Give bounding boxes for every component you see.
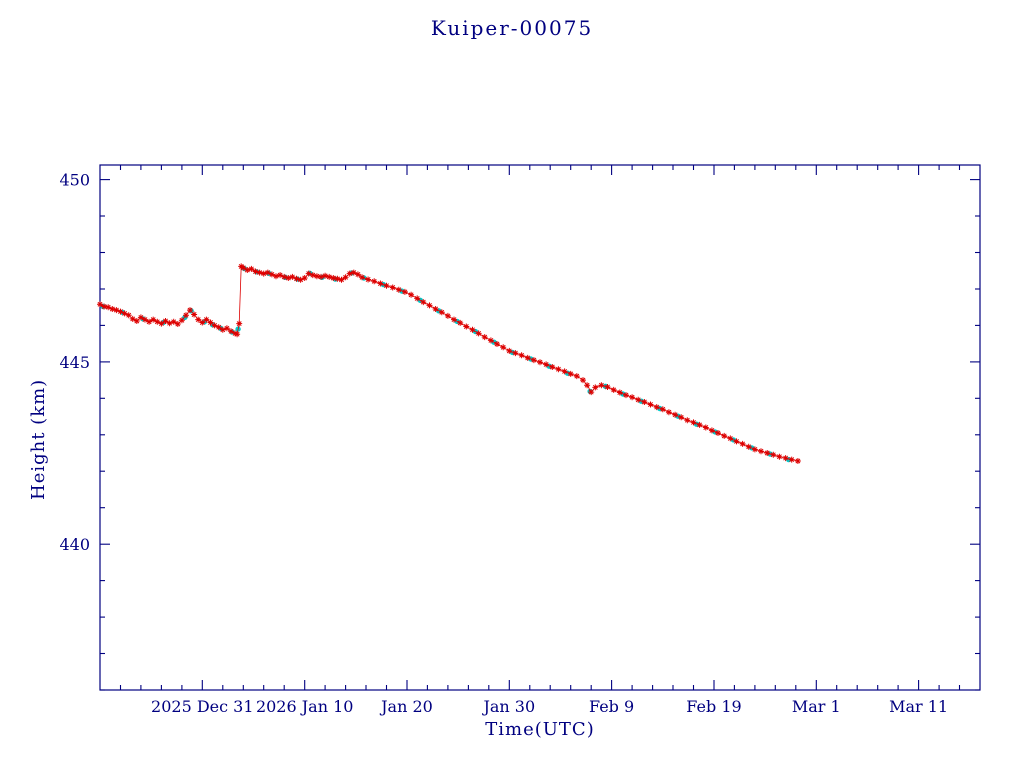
axis-ticks <box>100 165 980 691</box>
series-height-cyan-dots <box>100 265 792 463</box>
x-tick-label: Mar 1 <box>792 697 841 716</box>
x-tick-label: Jan 30 <box>481 697 535 716</box>
y-tick-labels: 450 445 440 <box>59 171 90 555</box>
series-height-red-asterisks <box>97 263 801 464</box>
x-axis-label: Time(UTC) <box>485 719 595 740</box>
y-tick-label: 450 <box>59 171 90 190</box>
x-tick-label: Jan 20 <box>379 697 433 716</box>
x-tick-label: Feb 9 <box>589 697 634 716</box>
series-line <box>99 265 798 462</box>
x-tick-label: Feb 19 <box>686 697 741 716</box>
y-tick-label: 440 <box>59 535 90 554</box>
plot-box <box>99 164 981 691</box>
x-tick-labels: 2025 Dec 31 2026 Jan 10 Jan 20 Jan 30 Feb 9 F… <box>151 697 948 716</box>
chart-title: Kuiper-00075 <box>430 16 594 40</box>
x-tick-label: 2026 Jan 10 <box>256 697 354 716</box>
x-tick-label: 2025 Dec 31 <box>151 697 254 716</box>
y-tick-label: 445 <box>59 353 90 372</box>
asterisk-markers <box>97 263 801 464</box>
x-tick-label: Mar 11 <box>889 697 948 716</box>
